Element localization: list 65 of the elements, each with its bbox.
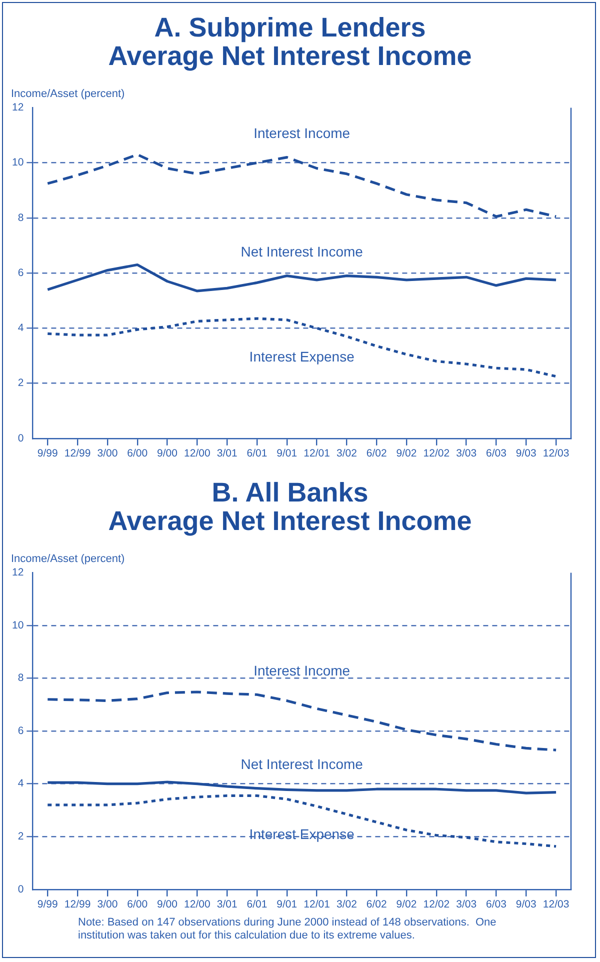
line-series bbox=[46, 153, 558, 218]
x-tick-label: 3/01 bbox=[216, 448, 238, 460]
y-tick-label: 2 bbox=[18, 830, 24, 843]
x-tick-label: 12/99 bbox=[64, 448, 91, 460]
y-tick-label: 10 bbox=[12, 619, 24, 632]
series-label: Interest Expense bbox=[249, 348, 355, 364]
y-tick-label: 0 bbox=[18, 432, 24, 444]
x-tick-label: 9/01 bbox=[276, 898, 298, 911]
chart-title: A. Subprime Lenders Average Net Interest Income bbox=[108, 12, 472, 71]
chart-title: B. All Banks Average Net Interest Income bbox=[108, 478, 472, 536]
series-label: Net Interest Income bbox=[240, 244, 364, 260]
y-axis-title: Income/Asset (percent) bbox=[11, 553, 125, 566]
x-tick-label: 6/03 bbox=[486, 448, 507, 460]
x-tick-label: 12/01 bbox=[304, 898, 330, 911]
y-tick-label: 8 bbox=[18, 212, 24, 224]
x-tick-label: 6/00 bbox=[127, 898, 148, 911]
x-tick-label: 12/01 bbox=[304, 448, 330, 460]
x-tick-label: 3/00 bbox=[97, 448, 118, 460]
x-tick-label: 9/99 bbox=[37, 448, 58, 460]
x-tick-label: 3/02 bbox=[336, 448, 358, 460]
series-label: Interest Income bbox=[254, 125, 350, 142]
x-tick-label: 9/99 bbox=[37, 898, 58, 911]
x-tick-label: 6/01 bbox=[246, 448, 268, 460]
x-tick-label: 12/02 bbox=[423, 448, 450, 460]
x-tick-label: 12/99 bbox=[64, 898, 91, 911]
line-series bbox=[46, 794, 558, 848]
x-tick-label: 12/02 bbox=[423, 898, 450, 911]
text: Note: Based on 147 observations during June 2000 instead of 148 observations. One institution was taken out for this calculation due to its extreme values. bbox=[78, 916, 496, 942]
x-tick-label: 9/01 bbox=[276, 448, 298, 460]
x-tick-label: 6/03 bbox=[486, 898, 507, 911]
line-series bbox=[46, 690, 558, 752]
x-tick-label: 6/00 bbox=[127, 448, 148, 460]
y-tick-label: 4 bbox=[18, 778, 24, 790]
series-label: Net Interest Income bbox=[240, 756, 364, 772]
x-tick-label: 3/03 bbox=[456, 898, 477, 911]
y-tick-label: 0 bbox=[18, 883, 24, 896]
x-tick-label: 9/03 bbox=[516, 898, 537, 911]
x-tick-label: 9/02 bbox=[396, 898, 417, 911]
x-tick-label: 9/03 bbox=[516, 448, 537, 460]
x-tick-label: 12/00 bbox=[184, 898, 210, 911]
x-tick-label: 3/01 bbox=[216, 898, 238, 911]
y-tick-label: 10 bbox=[12, 156, 24, 169]
y-tick-label: 12 bbox=[12, 566, 24, 579]
y-tick-label: 12 bbox=[12, 102, 24, 114]
x-tick-label: 12/00 bbox=[184, 448, 210, 460]
y-tick-label: 6 bbox=[18, 724, 24, 737]
line-series bbox=[46, 317, 558, 378]
x-tick-label: 9/00 bbox=[157, 448, 178, 460]
x-tick-label: 6/02 bbox=[366, 448, 387, 460]
y-axis-title: Income/Asset (percent) bbox=[11, 88, 125, 100]
x-tick-label: 6/02 bbox=[366, 898, 387, 911]
x-tick-label: 3/02 bbox=[336, 898, 358, 911]
y-tick-label: 2 bbox=[18, 377, 24, 390]
y-tick-label: 8 bbox=[18, 672, 24, 684]
x-tick-label: 12/03 bbox=[542, 448, 570, 460]
y-tick-label: 4 bbox=[18, 322, 24, 334]
x-tick-label: 9/00 bbox=[157, 898, 178, 911]
x-tick-label: 9/02 bbox=[396, 448, 417, 460]
series-label: Interest Income bbox=[254, 662, 350, 678]
x-tick-label: 3/00 bbox=[97, 898, 118, 911]
y-tick-label: 6 bbox=[18, 266, 24, 279]
x-tick-label: 3/03 bbox=[456, 448, 477, 460]
series-label: Interest Expense bbox=[249, 826, 355, 842]
x-tick-label: 6/01 bbox=[246, 898, 268, 911]
x-tick-label: 12/03 bbox=[542, 898, 570, 911]
